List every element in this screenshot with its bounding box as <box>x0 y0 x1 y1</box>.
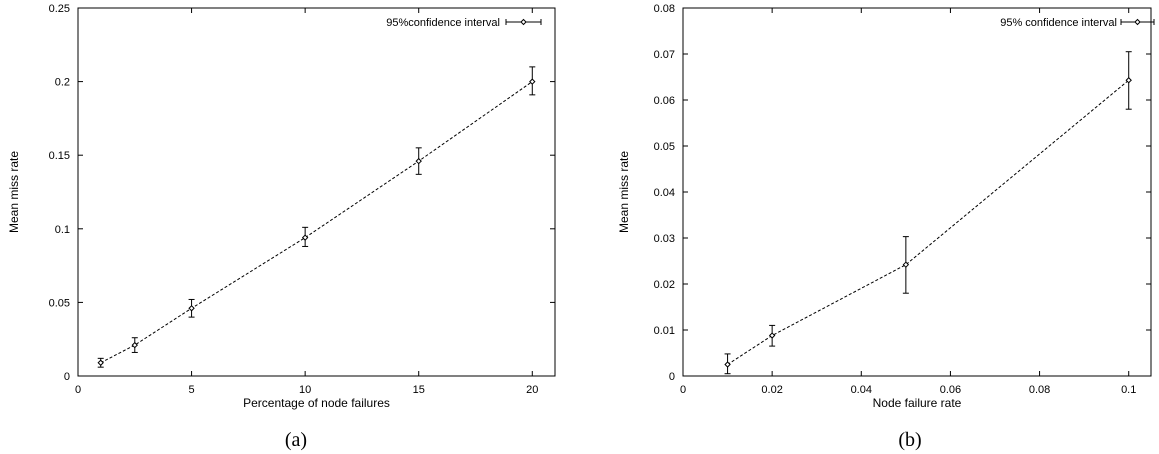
legend-label-b: 95% confidence interval <box>1000 17 1117 29</box>
chart-panel-a: Mean miss rate Percentage of node failur… <box>7 3 556 451</box>
legend-sample-marker-b <box>1134 18 1141 26</box>
y-tick-label-b: 0.03 <box>654 233 675 245</box>
legend-sample-marker-a <box>520 18 527 26</box>
y-tick-label-b: 0 <box>669 371 675 383</box>
y-tick-label-b: 0.06 <box>654 95 675 107</box>
plot-frame-b <box>682 7 1152 377</box>
x-tick-label-b: 0.08 <box>1029 384 1050 396</box>
x-tick-label-b: 0.1 <box>1121 384 1136 396</box>
data-point-a <box>301 234 309 241</box>
y-tick-label-a: 0.15 <box>49 150 70 162</box>
x-tick-label-a: 15 <box>413 384 425 396</box>
x-tick-label-a: 20 <box>526 384 538 396</box>
y-tick-label-a: 0 <box>64 371 70 383</box>
x-tick-label-a: 0 <box>75 384 81 396</box>
y-tick-label-b: 0.07 <box>654 49 675 61</box>
x-axis-label-a: Percentage of node failures <box>243 396 390 410</box>
y-tick-label-b: 0.01 <box>654 325 675 337</box>
data-point-a <box>131 341 138 349</box>
panel-caption-b: (b) <box>898 429 921 451</box>
x-tick-label-b: 0.06 <box>940 384 961 396</box>
x-tick-label-b: 0.04 <box>851 384 872 396</box>
x-tick-label-b: 0 <box>680 384 686 396</box>
x-tick-label-a: 10 <box>299 384 311 396</box>
data-point-b <box>768 332 776 339</box>
plot-frame-a <box>77 7 556 377</box>
data-point-b <box>1125 77 1132 84</box>
series-line-a <box>100 81 533 364</box>
data-point-a <box>529 78 536 85</box>
chart-panel-b: Mean miss rate Node failure rate 95% con… <box>617 3 1155 451</box>
data-point-a <box>415 157 422 165</box>
y-tick-label-b: 0.02 <box>654 279 675 291</box>
y-axis-label-a: Mean miss rate <box>7 151 21 233</box>
y-tick-label-b: 0.05 <box>654 141 675 153</box>
legend-label-a: 95%confidence interval <box>386 17 500 29</box>
data-point-a <box>97 359 104 366</box>
y-tick-label-a: 0.2 <box>55 77 70 89</box>
panel-caption-a: (a) <box>285 429 307 451</box>
series-line-b <box>727 79 1130 365</box>
data-point-b <box>724 361 731 368</box>
y-tick-label-a: 0.1 <box>55 224 70 236</box>
x-tick-label-a: 5 <box>189 384 195 396</box>
y-tick-label-b: 0.04 <box>654 187 675 199</box>
x-axis-label-b: Node failure rate <box>873 396 962 410</box>
data-point-a <box>188 305 195 312</box>
y-tick-label-b: 0.08 <box>654 3 675 15</box>
y-tick-label-a: 0.25 <box>49 3 70 15</box>
x-tick-label-b: 0.02 <box>761 384 782 396</box>
y-tick-label-a: 0.05 <box>49 297 70 309</box>
data-point-b <box>902 261 910 268</box>
y-axis-label-b: Mean miss rate <box>617 151 631 233</box>
